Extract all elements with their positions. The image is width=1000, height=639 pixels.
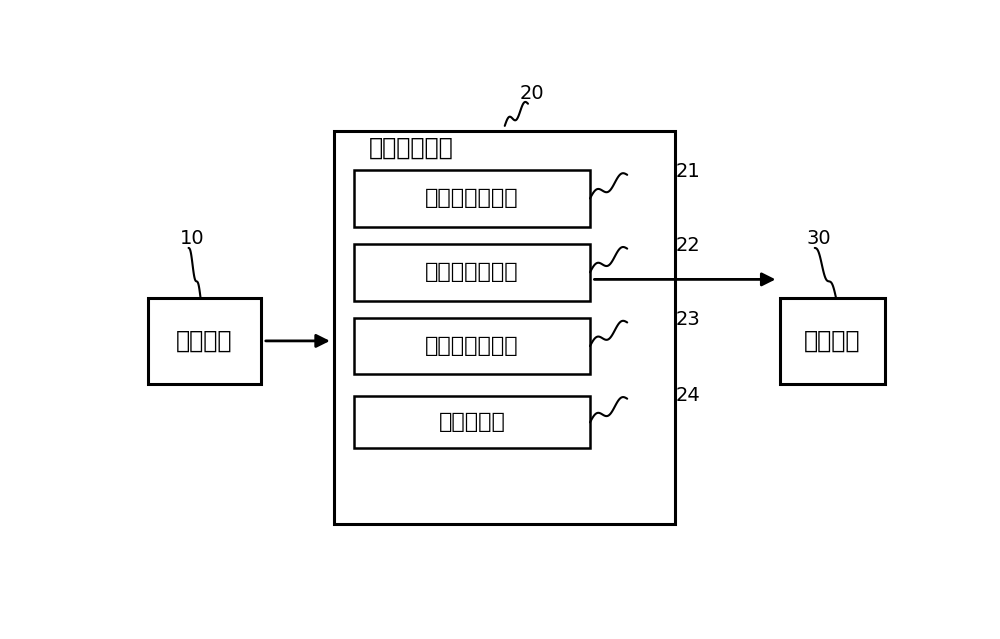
Text: 30: 30 — [806, 229, 831, 247]
Text: 10: 10 — [180, 229, 205, 247]
Bar — [354, 244, 590, 300]
Text: 轨迹信息生成部: 轨迹信息生成部 — [425, 336, 519, 356]
Text: 23: 23 — [675, 309, 700, 328]
Text: 显示控制装置: 显示控制装置 — [369, 136, 454, 160]
Text: 21: 21 — [675, 162, 700, 181]
Bar — [780, 298, 885, 384]
Text: 摄影图像获取部: 摄影图像获取部 — [425, 189, 519, 208]
Text: 显示装置: 显示装置 — [804, 329, 860, 353]
Bar — [148, 298, 261, 384]
Text: 特定位置检测部: 特定位置检测部 — [425, 262, 519, 282]
Bar — [354, 170, 590, 227]
Text: 摄影装置: 摄影装置 — [176, 329, 233, 353]
Text: 显示控制部: 显示控制部 — [438, 412, 505, 433]
Bar — [334, 131, 675, 525]
Bar — [354, 318, 590, 374]
Text: 20: 20 — [520, 84, 544, 104]
Text: 24: 24 — [675, 386, 700, 404]
Text: 22: 22 — [675, 236, 700, 255]
Bar — [354, 396, 590, 448]
